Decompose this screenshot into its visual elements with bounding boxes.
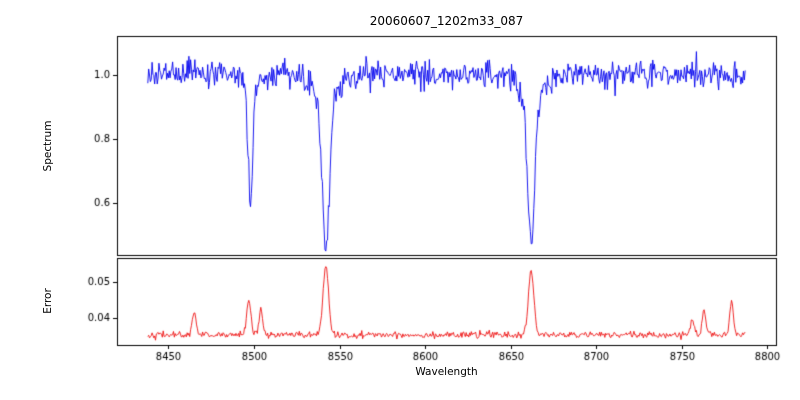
y-axis-label-error: Error: [42, 288, 54, 314]
plot-title: 20060607_1202m33_087: [369, 14, 524, 28]
x-axis-label: Wavelength: [415, 366, 478, 378]
y-axis-label-spectrum: Spectrum: [42, 120, 54, 172]
